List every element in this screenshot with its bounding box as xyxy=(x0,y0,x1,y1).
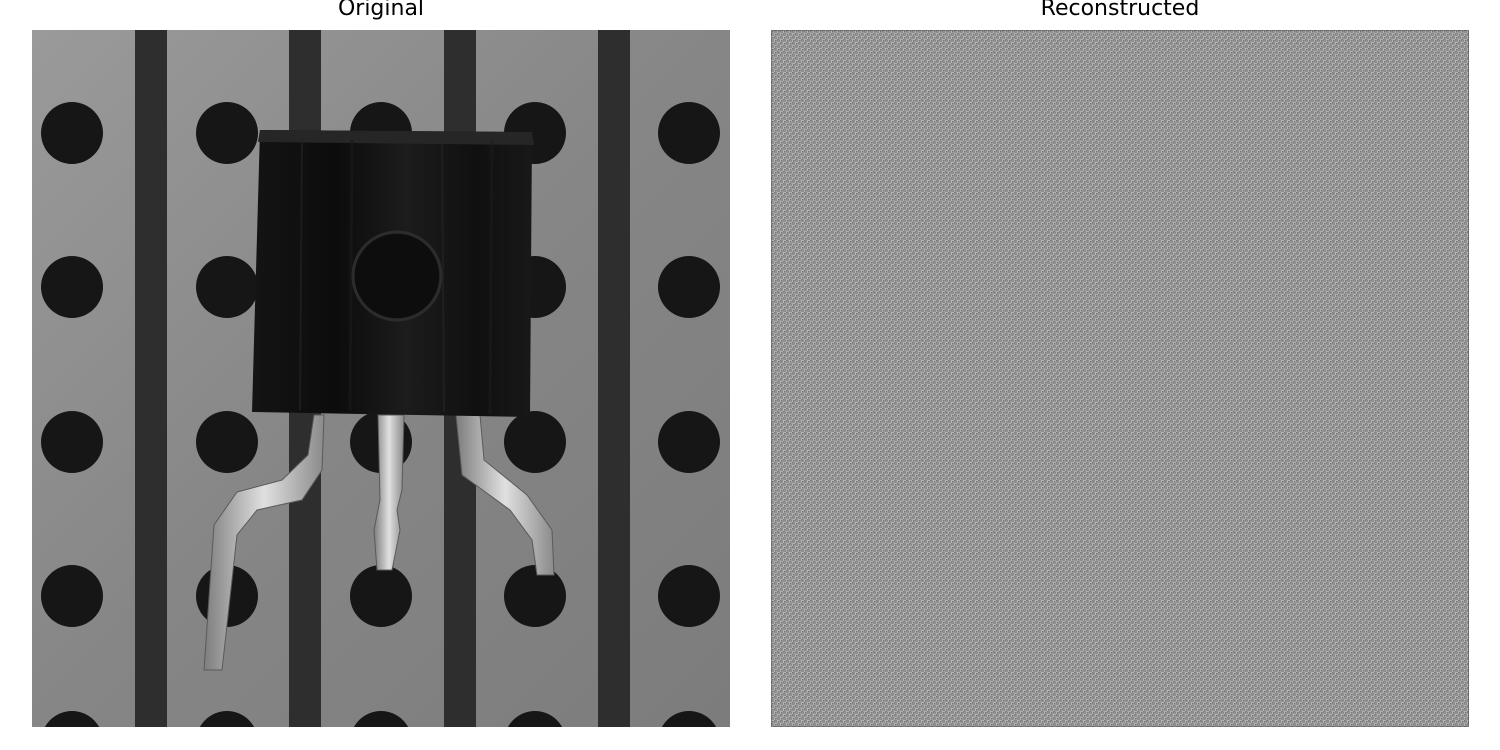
strip-4 xyxy=(598,30,630,727)
original-title: Original xyxy=(337,0,425,21)
transistor-body xyxy=(252,130,534,417)
reconstructed-image xyxy=(771,30,1469,727)
original-image xyxy=(32,30,730,727)
transistor-leads xyxy=(203,414,555,671)
original-photo-svg xyxy=(32,30,730,727)
reconstructed-title: Reconstructed xyxy=(1040,0,1200,21)
strip-1 xyxy=(135,30,167,727)
reconstructed-noise-svg xyxy=(771,30,1469,727)
noise-texture xyxy=(771,30,1469,727)
noise-border xyxy=(771,30,1469,727)
